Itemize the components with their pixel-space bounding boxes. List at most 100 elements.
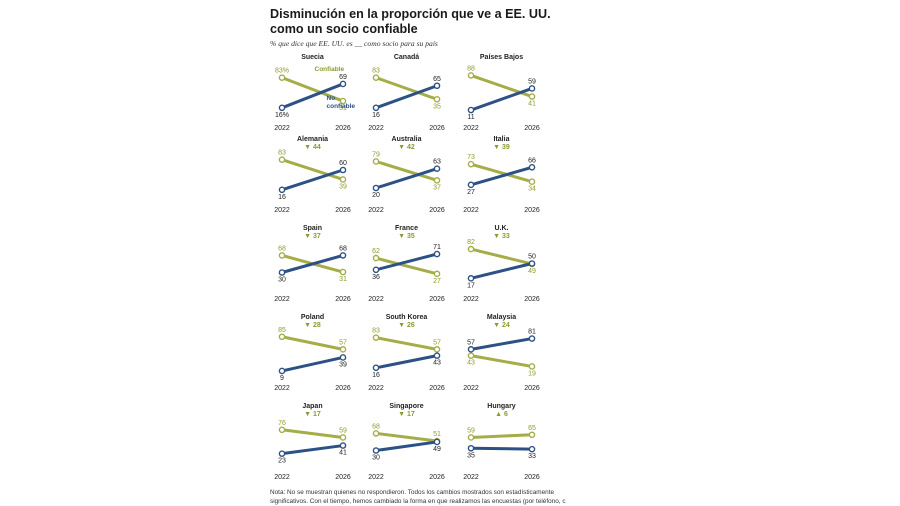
x-tick-label: 2022 <box>368 207 384 214</box>
unreliable-point-2022 <box>278 104 286 112</box>
panel-country-label: Suecia <box>301 54 324 61</box>
unreliable-line <box>374 252 439 272</box>
unreliable-line <box>469 337 534 351</box>
panel-country-label: Canadá <box>394 54 419 61</box>
unreliable-point-2026 <box>339 442 347 449</box>
unreliable-value-label: 71 <box>433 244 441 251</box>
reliable-value-label: 51 <box>433 431 441 438</box>
panel-country-label: Japan <box>302 403 322 410</box>
reliable-point-2026 <box>433 270 441 278</box>
reliable-point-2026 <box>433 95 441 103</box>
panel-country-label: Italia <box>494 136 510 143</box>
reliable-point-2022 <box>372 158 380 165</box>
panel-change-label: ▼ 37 <box>304 233 321 240</box>
reliable-value-label: 37 <box>433 184 441 191</box>
series-label-unreliable-line1: No <box>327 95 336 102</box>
unreliable-point-2026 <box>433 250 441 258</box>
unreliable-line <box>469 262 534 280</box>
unreliable-value-label: 57 <box>467 339 475 346</box>
panel-country-label: South Korea <box>386 314 428 321</box>
x-tick-label: 2022 <box>368 296 384 303</box>
x-tick-label: 2026 <box>335 474 351 481</box>
reliable-point-2022 <box>278 156 286 163</box>
unreliable-point-2022 <box>372 364 380 372</box>
x-tick-label: 2026 <box>429 296 445 303</box>
x-tick-label: 2022 <box>463 296 479 303</box>
panel-country-label: Spain <box>303 225 322 232</box>
unreliable-point-2022 <box>372 184 380 192</box>
reliable-value-label: 68 <box>372 423 380 430</box>
unreliable-value-label: 16 <box>372 372 380 379</box>
unreliable-value-label: 66 <box>528 157 536 164</box>
unreliable-value-label: 16 <box>278 194 286 201</box>
reliable-point-2022 <box>467 160 475 168</box>
reliable-value-label: 82 <box>467 239 475 246</box>
x-tick-label: 2022 <box>463 207 479 214</box>
reliable-point-2022 <box>467 434 475 441</box>
reliable-value-label: 83 <box>372 328 380 335</box>
unreliable-value-label: 41 <box>339 450 347 457</box>
x-tick-label: 2022 <box>368 474 384 481</box>
reliable-line <box>374 76 439 101</box>
reliable-point-2022 <box>467 245 475 253</box>
unreliable-value-label: 9 <box>280 375 284 382</box>
reliable-line <box>469 73 534 99</box>
unreliable-value-label: 30 <box>372 455 380 462</box>
unreliable-value-label: 17 <box>467 282 475 289</box>
unreliable-value-label: 39 <box>339 361 347 368</box>
panel-change-label: ▼ 33 <box>493 233 510 240</box>
unreliable-line <box>374 354 439 370</box>
reliable-value-label: 59 <box>467 427 475 434</box>
x-tick-label: 2026 <box>335 296 351 303</box>
reliable-value-label: 57 <box>339 339 347 346</box>
reliable-value-label: 19 <box>528 370 536 377</box>
chart-title: Disminución en la proporción que ve a EE… <box>270 7 551 36</box>
reliable-line <box>280 335 345 351</box>
unreliable-point-2022 <box>278 367 286 375</box>
reliable-value-label: 59 <box>339 427 347 434</box>
x-tick-label: 2022 <box>463 385 479 392</box>
chart-subtitle: % que dice que EE. UU. es __ como socio … <box>270 39 438 48</box>
unreliable-point-2022 <box>467 275 475 282</box>
reliable-point-2026 <box>528 363 536 370</box>
reliable-value-label: 85 <box>278 327 286 334</box>
small-multiples-chart: Suecia 83% 16% 31 69 2022 2026 Confiable Noconfi… <box>274 54 540 481</box>
panel-country-label: Hungary <box>487 403 516 410</box>
reliable-point-2022 <box>372 254 380 262</box>
panel-change-label: ▼ 26 <box>398 322 415 329</box>
x-tick-label: 2026 <box>524 385 540 392</box>
unreliable-line <box>374 167 439 190</box>
unreliable-line <box>374 84 439 110</box>
unreliable-point-2022 <box>372 266 380 274</box>
panel-country-label: Malaysia <box>487 314 516 321</box>
reliable-value-label: 68 <box>278 245 286 252</box>
unreliable-point-2022 <box>467 106 475 114</box>
unreliable-value-label: 27 <box>467 189 475 196</box>
unreliable-point-2026 <box>528 163 536 171</box>
reliable-point-2026 <box>339 268 347 276</box>
reliable-line <box>374 159 439 182</box>
unreliable-point-2026 <box>528 445 536 453</box>
reliable-value-label: 62 <box>372 248 380 255</box>
unreliable-point-2026 <box>528 335 536 342</box>
reliable-value-label: 43 <box>467 360 475 367</box>
series-label-unreliable-line2: confiable <box>327 103 356 110</box>
reliable-value-label: 73 <box>467 154 475 161</box>
reliable-value-label: 41 <box>528 101 536 108</box>
reliable-line <box>374 336 439 351</box>
reliable-value-label: 34 <box>528 186 536 193</box>
reliable-point-2026 <box>528 431 536 439</box>
reliable-line <box>469 354 534 368</box>
unreliable-point-2022 <box>467 346 475 353</box>
reliable-value-label: 88 <box>467 65 475 72</box>
x-tick-label: 2022 <box>368 125 384 132</box>
unreliable-value-label: 30 <box>278 277 286 284</box>
unreliable-point-2026 <box>433 82 441 90</box>
x-tick-label: 2026 <box>524 474 540 481</box>
unreliable-value-label: 43 <box>433 360 441 367</box>
unreliable-point-2026 <box>339 354 347 361</box>
unreliable-line <box>469 86 534 112</box>
panel-country-label: Alemania <box>297 136 328 143</box>
x-tick-label: 2026 <box>429 474 445 481</box>
unreliable-value-label: 23 <box>278 458 286 465</box>
